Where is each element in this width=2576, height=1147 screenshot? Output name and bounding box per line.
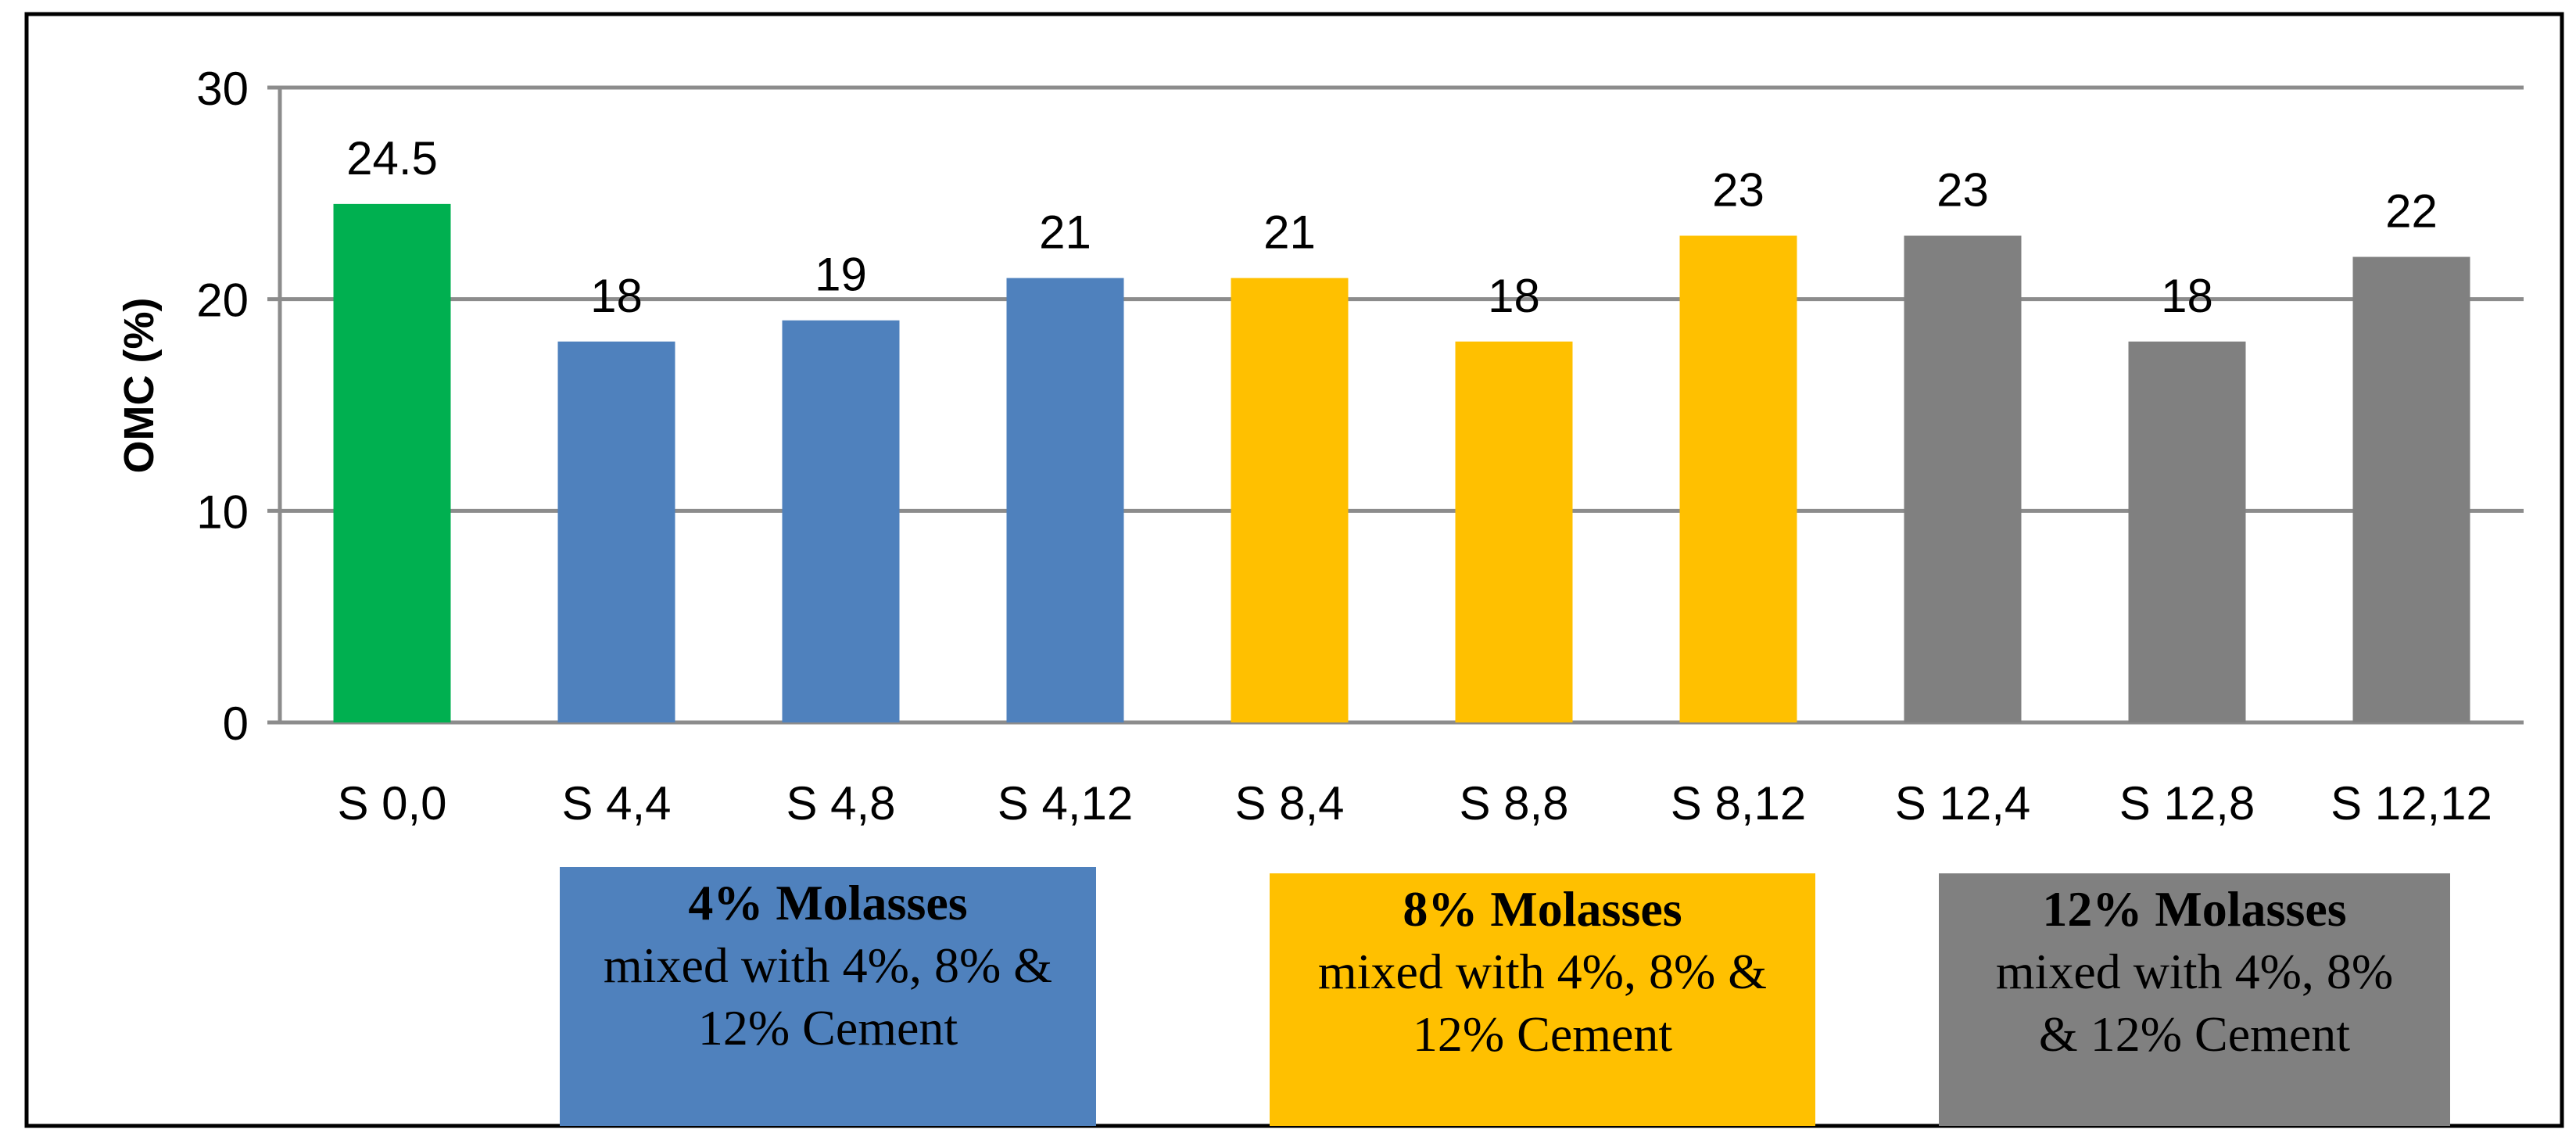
bar [333, 203, 451, 722]
legend-4pct-molasses: 4% Molasses mixed with 4%, 8% & 12% Ceme… [560, 867, 1096, 1126]
category-label: S 8,12 [1671, 777, 1806, 830]
legend-title: 4% Molasses [688, 875, 968, 930]
category-label: S 4,8 [786, 777, 895, 830]
data-label: 21 [1039, 206, 1091, 259]
legend-description: mixed with 4%, 8% & 12% Cement [1317, 944, 1768, 1062]
category-label: S 8,4 [1234, 777, 1344, 830]
category-label: S 0,0 [337, 777, 446, 830]
bar [782, 320, 900, 722]
data-label: 18 [590, 270, 643, 322]
legend-description: mixed with 4%, 8% & 12% Cement [603, 937, 1053, 1056]
category-label: S 4,4 [561, 777, 671, 830]
bar [557, 341, 675, 722]
data-label: 22 [2385, 185, 2438, 238]
y-tick-label: 10 [196, 486, 249, 538]
category-label: S 8,8 [1459, 777, 1568, 830]
category-label: S 12,8 [2119, 777, 2255, 830]
bar [2352, 256, 2470, 722]
bar [2128, 341, 2246, 722]
bar [1455, 341, 1573, 722]
legend-title: 12% Molasses [2042, 881, 2347, 937]
data-label: 18 [1488, 270, 1540, 322]
bar [1904, 235, 2022, 722]
data-label: 23 [1712, 163, 1765, 216]
category-label: S 12,12 [2331, 777, 2492, 830]
y-tick-label: 0 [223, 697, 249, 750]
bar [1679, 235, 1797, 722]
bar [1231, 278, 1349, 723]
y-axis-title: OMC (%) [116, 298, 163, 474]
data-label: 23 [1936, 163, 1989, 216]
category-label: S 4,12 [998, 777, 1133, 830]
bar [1006, 278, 1124, 723]
y-tick-label: 30 [196, 63, 249, 115]
y-tick-label: 20 [196, 274, 249, 327]
data-label: 21 [1263, 206, 1316, 259]
data-label: 18 [2161, 270, 2213, 322]
legend-description: mixed with 4%, 8% & 12% Cement [1995, 944, 2394, 1062]
category-label: S 12,4 [1895, 777, 2030, 830]
legend-12pct-molasses: 12% Molasses mixed with 4%, 8% & 12% Cem… [1939, 873, 2450, 1126]
legend-8pct-molasses: 8% Molasses mixed with 4%, 8% & 12% Ceme… [1270, 873, 1815, 1126]
legend-title: 8% Molasses [1403, 881, 1682, 937]
data-label: 19 [815, 249, 867, 301]
data-label: 24.5 [346, 132, 438, 185]
